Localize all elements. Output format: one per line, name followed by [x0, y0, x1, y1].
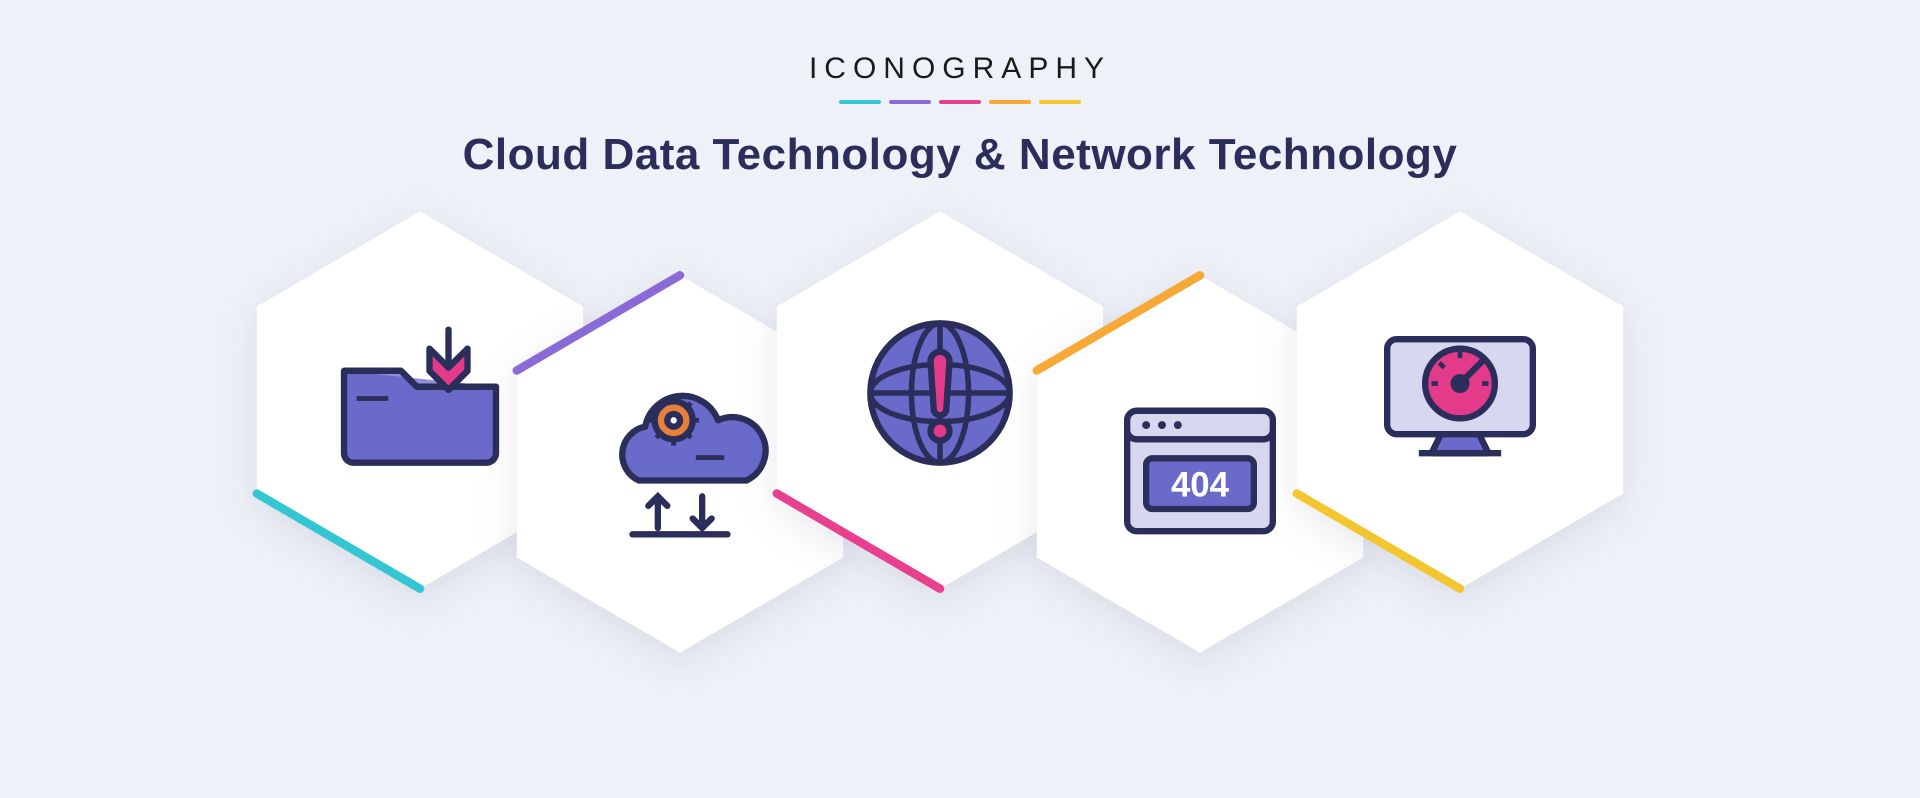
- underline-seg: [939, 100, 981, 104]
- underline-seg: [889, 100, 931, 104]
- underline-seg: [989, 100, 1031, 104]
- underline-seg: [839, 100, 881, 104]
- underline-seg: [1039, 100, 1081, 104]
- brand-label: ICONOGRAPHY: [463, 52, 1458, 86]
- brand-underline: [463, 100, 1458, 104]
- hex-card-monitor-gauge: [1290, 204, 1630, 596]
- browser-404-icon: 404: [1105, 376, 1295, 566]
- globe-warning-icon: [845, 298, 1035, 488]
- folder-download-icon: [325, 298, 515, 488]
- monitor-gauge-icon: [1365, 298, 1555, 488]
- icon-hex-row: 404: [0, 200, 1920, 680]
- page-title: Cloud Data Technology & Network Technolo…: [463, 130, 1458, 180]
- cloud-gear-sync-icon: [585, 376, 775, 566]
- page-header: ICONOGRAPHY Cloud Data Technology & Netw…: [463, 52, 1458, 180]
- error-code-label: 404: [1171, 465, 1230, 504]
